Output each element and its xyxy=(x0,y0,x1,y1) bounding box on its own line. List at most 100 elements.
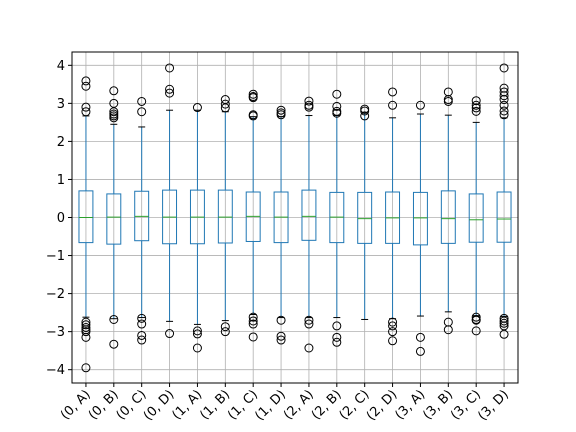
outlier-point xyxy=(443,96,453,106)
outlier-point xyxy=(471,315,481,325)
box-group xyxy=(162,63,178,339)
outlier-point xyxy=(81,76,91,86)
outlier-point xyxy=(415,346,425,356)
outlier-point xyxy=(499,91,509,101)
outlier-point xyxy=(81,332,91,342)
outlier-point xyxy=(304,102,314,112)
grid-lines xyxy=(72,52,518,383)
outlier-point xyxy=(276,335,286,345)
outlier-point xyxy=(471,312,481,322)
box-iqr xyxy=(440,190,456,244)
box-iqr xyxy=(78,190,94,244)
outlier-point xyxy=(165,88,175,98)
outlier-point xyxy=(109,314,119,324)
x-tick-label: (3, B) xyxy=(420,387,456,423)
y-tick-label: 4 xyxy=(57,59,65,74)
box-group xyxy=(106,86,122,349)
box-group xyxy=(329,89,345,347)
x-tick-label: (1, B) xyxy=(197,387,233,423)
y-tick-label: −2 xyxy=(46,287,65,302)
box-series xyxy=(78,63,512,373)
outlier-point xyxy=(360,111,370,121)
box-group xyxy=(78,76,94,373)
outlier-point xyxy=(332,108,342,118)
outlier-point xyxy=(499,318,509,328)
outlier-point xyxy=(499,100,509,110)
box-iqr xyxy=(106,193,122,245)
outlier-point xyxy=(137,319,147,329)
outlier-point xyxy=(304,315,314,325)
x-tick-label: (2, A) xyxy=(281,387,317,423)
outlier-point xyxy=(388,321,398,331)
outlier-point xyxy=(332,321,342,331)
x-tick-label: (0, D) xyxy=(141,387,178,424)
outlier-point xyxy=(332,332,342,342)
outlier-point xyxy=(192,326,202,336)
outlier-point xyxy=(109,107,119,117)
outlier-point xyxy=(304,319,314,329)
outlier-point xyxy=(471,326,481,336)
outlier-point xyxy=(304,343,314,353)
box-iqr xyxy=(412,191,428,246)
outlier-point xyxy=(499,63,509,73)
box-group xyxy=(440,87,456,335)
outlier-point xyxy=(165,329,175,339)
y-tick-label: 0 xyxy=(57,211,65,226)
x-axis: (0, A)(0, B)(0, C)(0, D)(1, A)(1, B)(1, … xyxy=(58,383,512,424)
outlier-point xyxy=(192,343,202,353)
x-tick-label: (3, A) xyxy=(393,387,429,423)
outlier-point xyxy=(499,95,509,105)
outlier-point xyxy=(332,337,342,347)
outlier-point xyxy=(81,107,91,117)
outlier-point xyxy=(220,322,230,332)
outlier-point xyxy=(81,320,91,330)
outlier-point xyxy=(248,93,258,103)
outlier-point xyxy=(471,96,481,106)
outlier-point xyxy=(81,327,91,337)
box-group xyxy=(496,63,512,339)
outlier-point xyxy=(137,330,147,340)
outlier-point xyxy=(388,100,398,110)
x-tick-label: (3, D) xyxy=(475,387,512,424)
outlier-point xyxy=(388,87,398,97)
x-tick-label: (0, B) xyxy=(86,387,122,423)
outlier-point xyxy=(499,316,509,326)
outlier-point xyxy=(109,86,119,96)
outlier-point xyxy=(81,363,91,373)
outlier-point xyxy=(304,96,314,106)
outlier-point xyxy=(137,107,147,117)
y-tick-label: −3 xyxy=(46,325,65,340)
outlier-point xyxy=(192,103,202,113)
outlier-point xyxy=(81,81,91,91)
box-group xyxy=(245,89,261,342)
box-group xyxy=(134,96,150,345)
box-iqr xyxy=(468,193,484,243)
x-tick-label: (0, A) xyxy=(58,387,94,423)
box-group xyxy=(273,105,289,345)
outlier-point xyxy=(220,103,230,113)
outlier-point xyxy=(415,100,425,110)
outlier-point xyxy=(248,319,258,329)
outlier-point xyxy=(360,106,370,116)
outlier-point xyxy=(220,327,230,337)
y-tick-label: −1 xyxy=(46,249,65,264)
outlier-point xyxy=(109,113,119,123)
x-tick-label: (2, B) xyxy=(309,387,345,423)
outlier-point xyxy=(388,317,398,327)
outlier-point xyxy=(81,102,91,112)
outlier-point xyxy=(499,110,509,120)
outlier-point xyxy=(415,332,425,342)
outlier-point xyxy=(276,110,286,120)
outlier-point xyxy=(499,329,509,339)
y-tick-label: 2 xyxy=(57,135,65,150)
outlier-point xyxy=(443,325,453,335)
outlier-point xyxy=(109,339,119,349)
outlier-point xyxy=(248,332,258,342)
outlier-point xyxy=(137,313,147,323)
box-group xyxy=(357,104,373,320)
outlier-point xyxy=(165,84,175,94)
outlier-point xyxy=(388,336,398,346)
outlier-point xyxy=(248,312,258,322)
outlier-point xyxy=(471,106,481,116)
y-axis: −4 −3 −2 −1 0 1 2 3 4 xyxy=(46,59,72,378)
